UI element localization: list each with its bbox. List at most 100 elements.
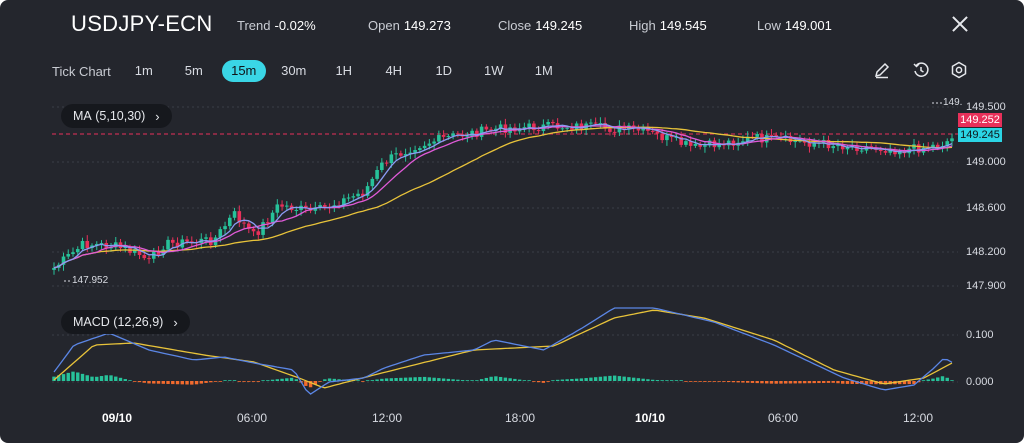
trend-value: -0.02% (274, 17, 316, 33)
candle-body (688, 141, 693, 146)
histogram-bar (860, 381, 864, 385)
candle-body (418, 148, 422, 150)
histogram-bar (232, 380, 237, 381)
candle-body (294, 209, 299, 211)
price-label: 148.600 (966, 202, 1006, 214)
histogram-bar (237, 381, 242, 382)
timeframe-1d[interactable]: 1D (435, 63, 453, 78)
open-value: 149.273 (403, 17, 451, 33)
candle-body (237, 211, 242, 223)
histogram-bar (408, 377, 413, 381)
histogram-bar (950, 380, 954, 381)
histogram-bar (555, 379, 560, 381)
histogram-bar (669, 380, 674, 381)
histogram-bar (308, 381, 313, 388)
timeframe-1m[interactable]: 1m (134, 63, 153, 78)
histogram-bar (684, 381, 688, 382)
settings-icon[interactable] (950, 61, 968, 79)
histogram-bar (774, 381, 778, 384)
histogram-bar (456, 379, 460, 381)
histogram-bar (779, 381, 783, 384)
histogram-bar (128, 380, 132, 381)
candle-body (612, 131, 617, 133)
candle-body (665, 135, 669, 141)
draw-icon[interactable] (873, 61, 891, 79)
histogram-bar (641, 378, 645, 381)
histogram-bar (285, 378, 289, 381)
histogram-bar (133, 381, 137, 382)
histogram-bar (266, 380, 270, 381)
histogram-bar (479, 379, 484, 381)
histogram-bar (717, 381, 721, 382)
chart-type-label[interactable]: Tick Chart (52, 63, 111, 79)
timeframe-30m[interactable]: 30m (281, 63, 307, 78)
histogram-bar (798, 381, 802, 384)
candle-body (802, 140, 807, 143)
histogram-bar (898, 381, 902, 385)
candle-body (346, 197, 351, 199)
histogram-bar (427, 377, 432, 381)
histogram-bar (275, 379, 280, 381)
histogram-bar (874, 381, 878, 385)
chevron-right-icon: › (155, 108, 160, 124)
price-label: 148.200 (966, 246, 1006, 258)
close-icon[interactable] (950, 14, 970, 34)
histogram-bar (707, 381, 712, 382)
histogram-bar (636, 378, 641, 381)
timeframe-15m[interactable]: 15m (221, 60, 266, 82)
histogram-bar (665, 380, 669, 381)
histogram-bar (346, 379, 351, 381)
candle-body (522, 127, 527, 129)
candle-body (840, 144, 845, 150)
histogram-bar (513, 378, 517, 381)
candle-body (166, 239, 170, 250)
candle-body (304, 205, 308, 208)
histogram-bar (370, 380, 375, 381)
price-label: 149.500 (966, 101, 1006, 113)
close-stat: Close 149.245 (498, 14, 582, 36)
histogram-bar (864, 381, 869, 385)
histogram-bar (784, 381, 788, 384)
candle-body (888, 149, 893, 153)
histogram-bar (570, 378, 574, 381)
time-label: 18:00 (505, 411, 536, 425)
histogram-bar (902, 381, 907, 385)
timeframe-1mo[interactable]: 1M (534, 63, 553, 78)
histogram-bar (85, 375, 89, 381)
histogram-bar (418, 377, 422, 381)
histogram-bar (674, 380, 679, 381)
close-label: Close (498, 17, 532, 33)
ma-indicator-pill[interactable]: MA (5,10,30) › (61, 104, 172, 128)
high-stat: High 149.545 (629, 14, 707, 36)
candle-body (285, 205, 289, 207)
histogram-bar (256, 381, 261, 382)
timeframe-5m[interactable]: 5m (184, 63, 203, 78)
timeframe-1w[interactable]: 1W (484, 63, 504, 78)
replay-icon[interactable] (912, 61, 930, 79)
macd-indicator-pill[interactable]: MACD (12,26,9) › (61, 310, 190, 334)
high-label: High (629, 17, 656, 33)
histogram-bar (114, 376, 118, 381)
price-chart[interactable] (0, 95, 1024, 410)
candle-body (931, 144, 935, 149)
candle-body (266, 222, 270, 224)
candle-body (61, 256, 66, 265)
histogram-bar (617, 376, 622, 381)
histogram-bar (755, 381, 759, 384)
histogram-bar (327, 378, 332, 381)
histogram-bar (432, 377, 436, 381)
timeframe-4h[interactable]: 4H (385, 63, 403, 78)
time-label: 12:00 (903, 411, 934, 425)
candle-body (836, 144, 840, 147)
histogram-bar (551, 380, 555, 381)
timeframe-bar: Tick Chart 1m 5m 15m 30m 1H 4H 1D 1W 1M (52, 60, 569, 82)
candle-body (94, 243, 99, 246)
timeframe-1h[interactable]: 1H (335, 63, 353, 78)
histogram-bar (365, 380, 370, 381)
histogram-bar (608, 375, 612, 381)
candle-body (484, 126, 489, 130)
candle-body (422, 145, 427, 149)
chevron-right-icon: › (173, 314, 178, 330)
histogram-bar (750, 381, 755, 383)
histogram-bar (703, 381, 707, 382)
